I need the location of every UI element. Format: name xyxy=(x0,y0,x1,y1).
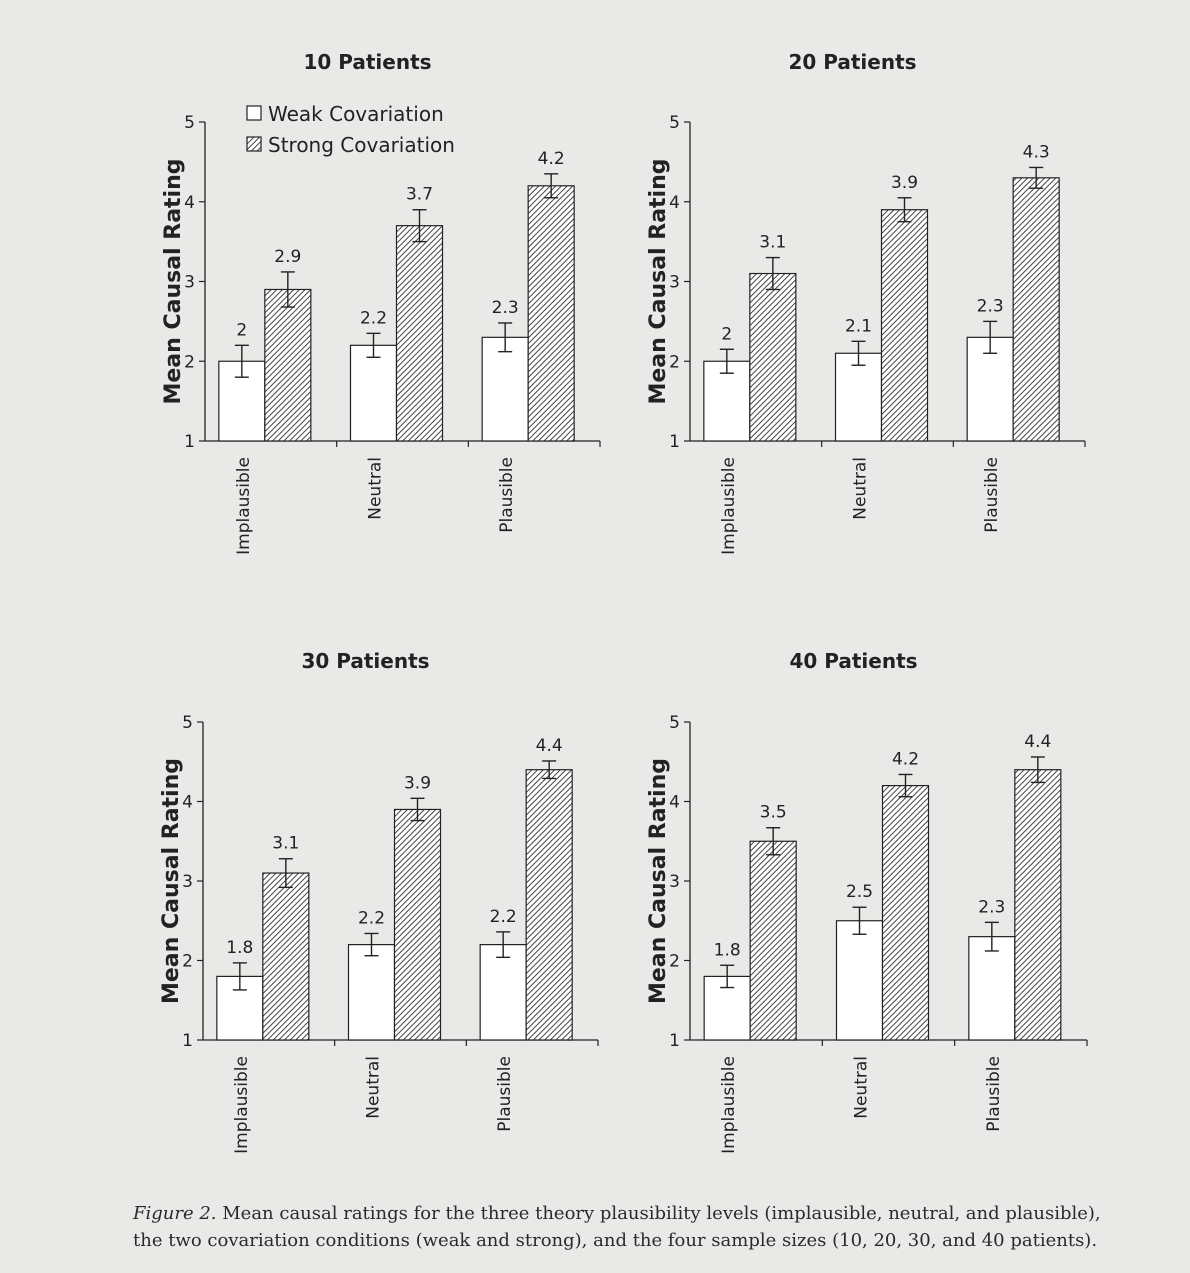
x-tick-label: Neutral xyxy=(852,1056,872,1119)
y-axis-label: Mean Causal Rating xyxy=(646,758,671,1004)
bar-weak xyxy=(966,336,1014,442)
data-label: 1.8 xyxy=(226,938,253,958)
x-tick-label: Implausible xyxy=(719,1056,739,1154)
caption-label: Figure 2. xyxy=(133,1203,217,1224)
x-tick-label: Implausible xyxy=(234,457,254,555)
bar-weak xyxy=(968,936,1016,1041)
chart-panel-4: 40 Patients Mean Causal Rating 1 2 3 4 5 Implau… xyxy=(646,649,1088,1154)
legend-swatch-strong xyxy=(246,136,262,152)
bar-strong xyxy=(881,784,930,1041)
chart-title: 30 Patients xyxy=(301,649,429,673)
x-tick-label: Plausible xyxy=(495,1056,515,1132)
bar-weak xyxy=(481,336,529,442)
bar-strong xyxy=(749,272,797,442)
data-label: 2.1 xyxy=(845,316,872,336)
data-label: 3.9 xyxy=(404,773,431,793)
bar-strong xyxy=(1014,769,1062,1041)
y-tick-label: 5 xyxy=(669,113,680,133)
x-tick-label: Plausible xyxy=(984,1056,1004,1132)
data-label: 2.2 xyxy=(360,308,387,328)
bar-strong xyxy=(749,840,797,1041)
data-label: 2 xyxy=(721,324,732,344)
data-label: 2.5 xyxy=(846,882,873,902)
bar-strong xyxy=(262,872,310,1041)
y-tick-label: 3 xyxy=(669,273,680,293)
legend-swatch-weak xyxy=(246,105,262,121)
y-tick-label: 3 xyxy=(182,872,193,892)
chart-panel-3: 30 Patients Mean Causal Rating 1 2 3 4 5 Implau… xyxy=(159,649,599,1154)
y-tick-label: 1 xyxy=(669,432,680,452)
chart-title: 10 Patients xyxy=(303,50,431,74)
y-tick-label: 4 xyxy=(182,793,193,813)
data-label: 4.2 xyxy=(892,749,919,769)
bar-strong xyxy=(264,288,312,442)
figure-panels: 10 Patients Mean Causal Rating 1 2 3 4 5 Implau… xyxy=(159,50,1088,1154)
legend-label-weak: Weak Covariation xyxy=(268,102,444,126)
figure-caption: Figure 2. Mean causal ratings for the th… xyxy=(133,1200,1133,1254)
chart-title: 20 Patients xyxy=(788,50,916,74)
caption-text: Mean causal ratings for the three theory… xyxy=(133,1203,1101,1251)
y-tick-label: 4 xyxy=(184,193,195,213)
data-label: 4.4 xyxy=(536,736,563,756)
x-tick-label: Neutral xyxy=(364,1056,384,1119)
data-label: 4.2 xyxy=(538,149,565,169)
y-tick-label: 1 xyxy=(182,1031,193,1051)
data-label: 3.7 xyxy=(406,185,433,205)
data-label: 2.3 xyxy=(978,897,1005,917)
y-tick-label: 2 xyxy=(182,952,193,972)
legend-label-strong: Strong Covariation xyxy=(268,133,455,157)
data-label: 4.4 xyxy=(1024,732,1051,752)
y-tick-label: 1 xyxy=(184,432,195,452)
bar-weak xyxy=(835,920,884,1041)
y-tick-label: 5 xyxy=(184,113,195,133)
data-label: 1.8 xyxy=(714,940,741,960)
y-tick-label: 3 xyxy=(669,872,680,892)
y-tick-label: 5 xyxy=(182,713,193,733)
chart-panel-2: 20 Patients Mean Causal Rating 1 2 3 4 5 Implau… xyxy=(646,50,1086,555)
bar-weak xyxy=(347,943,396,1041)
bar-strong xyxy=(527,185,575,442)
data-label: 2.2 xyxy=(358,908,385,928)
data-label: 2 xyxy=(236,320,247,340)
data-label: 3.1 xyxy=(759,233,786,253)
x-tick-label: Neutral xyxy=(366,457,386,520)
data-label: 2.2 xyxy=(490,907,517,927)
data-label: 3.1 xyxy=(272,834,299,854)
chart-panel-1: 10 Patients Mean Causal Rating 1 2 3 4 5 Implau… xyxy=(161,50,601,555)
chart-title: 40 Patients xyxy=(789,649,917,673)
y-tick-label: 2 xyxy=(669,352,680,372)
data-label: 2.3 xyxy=(977,296,1004,316)
y-tick-label: 5 xyxy=(669,713,680,733)
bar-strong xyxy=(1012,177,1060,442)
y-tick-label: 4 xyxy=(669,193,680,213)
x-tick-label: Implausible xyxy=(232,1056,252,1154)
y-tick-label: 3 xyxy=(184,273,195,293)
data-label: 3.5 xyxy=(760,803,787,823)
y-tick-label: 1 xyxy=(669,1031,680,1051)
y-axis-label: Mean Causal Rating xyxy=(159,758,184,1004)
x-tick-label: Implausible xyxy=(719,457,739,555)
bar-strong xyxy=(525,769,573,1041)
bar-weak xyxy=(349,344,398,442)
bar-weak xyxy=(834,352,883,442)
bar-weak xyxy=(479,943,527,1041)
data-label: 4.3 xyxy=(1023,142,1050,162)
data-label: 2.3 xyxy=(492,298,519,318)
x-tick-label: Plausible xyxy=(982,457,1002,533)
legend: Weak Covariation Strong Covariation xyxy=(246,102,455,157)
x-tick-label: Neutral xyxy=(851,457,871,520)
y-tick-label: 2 xyxy=(184,352,195,372)
bar-strong xyxy=(393,808,442,1041)
data-label: 2.9 xyxy=(274,247,301,267)
y-tick-label: 2 xyxy=(669,952,680,972)
bar-strong xyxy=(880,209,929,442)
y-tick-label: 4 xyxy=(669,793,680,813)
bar-strong xyxy=(395,225,444,442)
x-tick-label: Plausible xyxy=(497,457,517,533)
y-axis-label: Mean Causal Rating xyxy=(646,158,671,404)
y-axis-label: Mean Causal Rating xyxy=(161,158,186,404)
data-label: 3.9 xyxy=(891,173,918,193)
